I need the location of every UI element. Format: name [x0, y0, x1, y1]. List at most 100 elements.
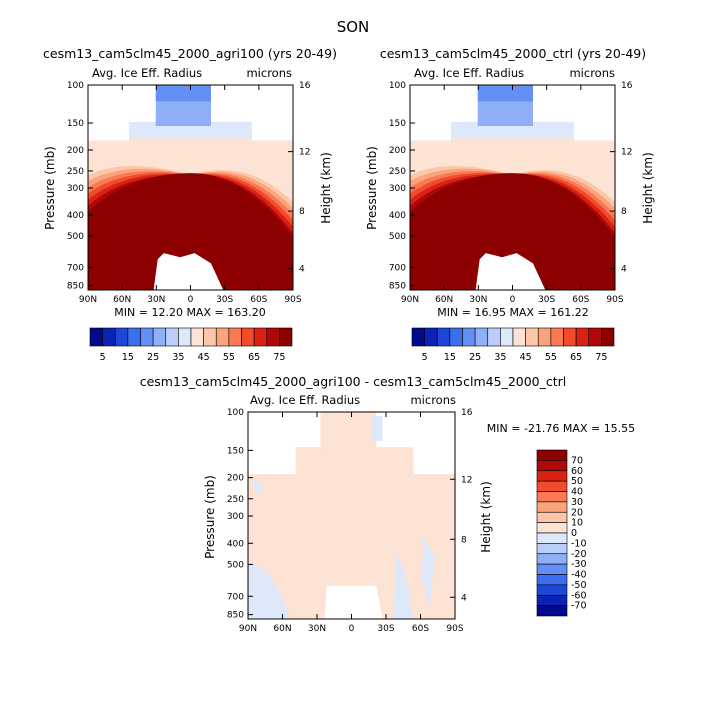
x-tick-label: 90N [239, 624, 257, 634]
colorbar-label: 30 [571, 497, 583, 508]
x-tick-label: 60S [412, 624, 429, 634]
colorbar-swatch [449, 327, 463, 347]
colorbar-swatch [228, 327, 242, 347]
x-tick-label: 0 [510, 295, 516, 305]
x-tick-label: 60S [250, 295, 267, 305]
contour-band [252, 478, 265, 495]
missing-region [410, 85, 478, 122]
colorbar-swatch [436, 327, 451, 347]
missing-region [252, 119, 293, 141]
colorbar-swatch [536, 480, 568, 492]
colorbar-label: 10 [571, 518, 583, 529]
y-axis-label: Pressure (mb) [365, 146, 379, 230]
colorbar-swatch [140, 327, 154, 347]
colorbar-swatch [575, 327, 590, 347]
colorbar-swatch [241, 327, 255, 347]
y-tick-label: 500 [67, 232, 84, 242]
contour-band [421, 536, 435, 609]
colorbar-label: 60 [571, 466, 583, 477]
y-tick-label: 700 [389, 263, 406, 273]
contour-band [155, 85, 211, 102]
colorbar-label: 35 [494, 352, 506, 363]
x-tick-label: 30N [308, 624, 326, 634]
y-tick-label: 150 [227, 446, 244, 456]
y-tick-label: 300 [67, 184, 84, 194]
colorbar-label: 65 [570, 352, 582, 363]
colorbar-label: 45 [520, 352, 532, 363]
colorbar-swatch [190, 327, 204, 347]
colorbar-swatch [487, 327, 501, 347]
colorbar-label: 70 [571, 455, 583, 466]
missing-region [88, 85, 156, 122]
colorbar-swatch [563, 327, 577, 347]
colorbar-swatch [114, 327, 129, 347]
y-tick-label: 150 [67, 119, 84, 129]
contour-field [88, 85, 293, 290]
colorbar-swatch [500, 327, 514, 347]
y-tick-label: 400 [389, 211, 406, 221]
chart-stats: MIN = 12.20 MAX = 163.20 [114, 306, 265, 319]
colorbar-swatch [152, 327, 167, 347]
contour-field [248, 412, 455, 619]
colorbar-swatch [536, 574, 568, 586]
colorbar-label: 50 [571, 476, 583, 487]
colorbar-label: -70 [571, 601, 587, 612]
missing-region [88, 119, 129, 141]
chart-title: cesm13_cam5clm45_2000_ctrl (yrs 20-49) [380, 46, 646, 61]
x-tick-label: 90S [284, 295, 301, 305]
x-tick-label: 30S [377, 624, 394, 634]
y-axis-label: Pressure (mb) [43, 146, 57, 230]
colorbar-label: -20 [571, 549, 587, 560]
colorbar-swatch [424, 327, 438, 347]
x-tick-label: 30S [216, 295, 233, 305]
colorbar-swatch [266, 327, 280, 347]
y2-tick-label: 16 [461, 408, 473, 418]
y-tick-label: 200 [227, 474, 244, 484]
contour-band [392, 552, 414, 619]
contour-band [248, 561, 290, 619]
colorbar-swatch [474, 327, 489, 347]
colorbar-swatch [536, 522, 568, 534]
contour-band [295, 447, 414, 477]
missing-region [533, 85, 615, 122]
colorbar-label: -10 [571, 538, 587, 549]
contour-band [372, 416, 383, 441]
chart-stats: MIN = 16.95 MAX = 161.22 [437, 306, 588, 319]
colorbar-label: 15 [444, 352, 456, 363]
y-tick-label: 700 [67, 263, 84, 273]
x-tick-label: 30N [469, 295, 487, 305]
colorbar-swatch [536, 543, 568, 555]
y2-tick-label: 8 [461, 535, 467, 545]
colorbar-swatch [536, 532, 568, 544]
missing-region [475, 253, 546, 290]
chart-title: cesm13_cam5clm45_2000_agri100 - cesm13_c… [140, 374, 567, 389]
y-tick-label: 400 [227, 539, 244, 549]
y2-tick-label: 4 [621, 264, 627, 274]
y-tick-label: 300 [227, 512, 244, 522]
colorbar-label: 15 [122, 352, 134, 363]
contour-field [410, 85, 615, 290]
y-tick-label: 100 [389, 81, 406, 91]
y2-tick-label: 12 [461, 475, 472, 485]
x-tick-label: 60N [113, 295, 131, 305]
y2-tick-label: 4 [299, 264, 305, 274]
colorbar-swatch [127, 327, 141, 347]
colorbar-swatch [462, 327, 476, 347]
colorbar-label: 75 [273, 352, 285, 363]
colorbar-swatch [279, 327, 293, 347]
colorbar-swatch [178, 327, 192, 347]
colorbar-label: 5 [422, 352, 428, 363]
colorbar-label: -40 [571, 570, 587, 581]
y-axis-label: Pressure (mb) [203, 475, 217, 559]
y2-tick-label: 8 [299, 207, 305, 217]
colorbar-top: 5 15 25 35 45 55 65 75 5 15 25 35 45 55 65 75 [89, 327, 615, 363]
colorbar-label: -60 [571, 590, 587, 601]
y2-tick-label: 12 [299, 148, 310, 158]
y-tick-label: 250 [227, 495, 244, 505]
colorbar-label: -50 [571, 580, 587, 591]
chart-title: cesm13_cam5clm45_2000_agri100 (yrs 20-49… [43, 46, 337, 61]
colorbar-swatch [536, 449, 568, 461]
colorbar-swatch [601, 327, 615, 347]
contour-band [477, 85, 533, 102]
colorbar-label: 35 [172, 352, 184, 363]
